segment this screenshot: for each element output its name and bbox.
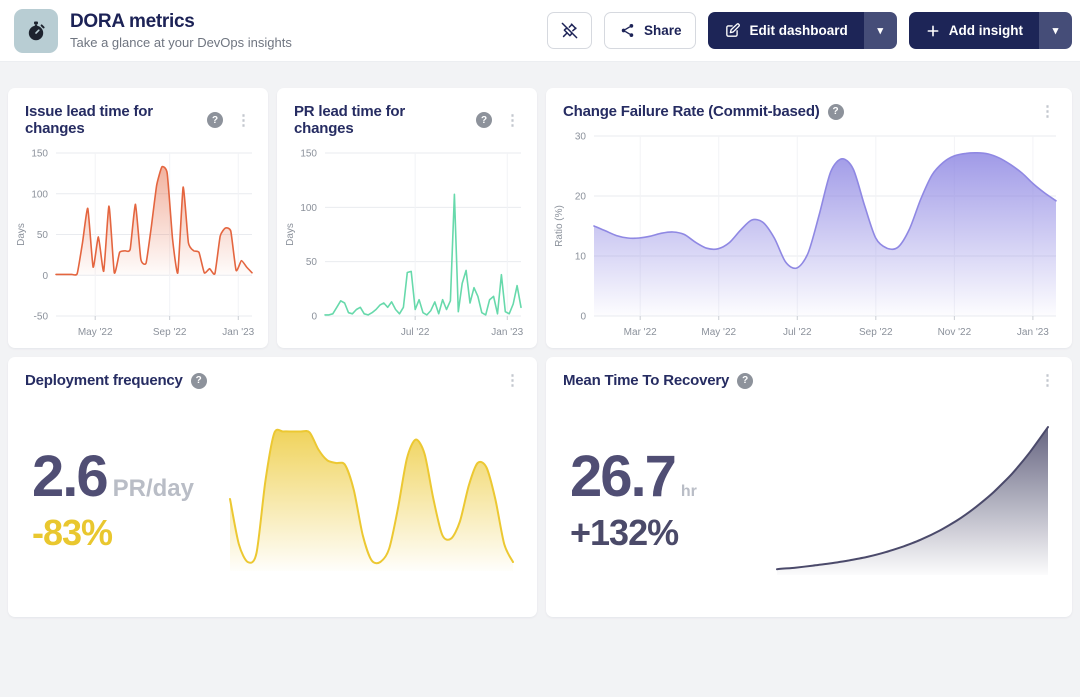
svg-text:10: 10: [575, 252, 587, 263]
card-title: Change Failure Rate (Commit-based): [563, 103, 820, 120]
help-icon[interactable]: ?: [476, 112, 492, 128]
deployment-frequency-delta: -83%: [32, 511, 113, 553]
share-button[interactable]: Share: [603, 12, 697, 49]
svg-text:150: 150: [31, 149, 48, 160]
share-label: Share: [643, 23, 682, 38]
svg-text:0: 0: [580, 312, 586, 323]
card-title: Deployment frequency: [25, 372, 183, 389]
pr-lead-time-chart: 0 50 100 150 Jul '22 Jan '23 Days: [281, 139, 531, 347]
help-icon[interactable]: ?: [827, 103, 844, 120]
pin-slash-icon: [561, 22, 578, 39]
edit-dashboard-button[interactable]: Edit dashboard: [708, 12, 864, 49]
caret-down-icon: ▾: [877, 25, 884, 37]
kebab-menu-icon[interactable]: ⋮: [505, 372, 520, 389]
help-icon[interactable]: ?: [207, 112, 223, 128]
mttr-unit: hr: [680, 482, 697, 500]
share-icon: [621, 24, 634, 37]
header: DORA metrics Take a glance at your DevOp…: [0, 0, 1080, 62]
mttr-sparkline: [775, 419, 1050, 577]
card-change-failure-rate: Change Failure Rate (Commit-based) ? ⋮ 0…: [546, 88, 1072, 348]
change-failure-rate-chart: 0 10 20 30 Mar '22 May '22 Jul '22 Sep '22 Nov '…: [550, 122, 1066, 347]
add-insight-split-button: Add insight ▾: [908, 12, 1072, 49]
svg-text:50: 50: [306, 257, 318, 268]
card-mean-time-to-recovery: Mean Time To Recovery ? ⋮ 26.7 hr +132%: [546, 357, 1072, 617]
svg-text:Sep '22: Sep '22: [859, 327, 893, 338]
unpin-button[interactable]: [546, 12, 592, 49]
svg-text:-50: -50: [34, 312, 49, 323]
svg-text:Jan '23: Jan '23: [1017, 327, 1049, 338]
dashboard-grid: Issue lead time for changes ? ⋮ -50 0 50 10…: [0, 62, 1080, 617]
svg-text:30: 30: [575, 132, 587, 143]
card-title: Issue lead time for changes: [25, 103, 153, 137]
svg-text:Mar '22: Mar '22: [624, 327, 657, 338]
card-issue-lead-time: Issue lead time for changes ? ⋮ -50 0 50 10…: [8, 88, 268, 348]
svg-text:Jul '22: Jul '22: [783, 327, 812, 338]
kebab-menu-icon[interactable]: ⋮: [236, 111, 251, 129]
edit-icon: [726, 23, 741, 37]
svg-text:0: 0: [42, 271, 48, 282]
svg-text:Ratio (%): Ratio (%): [554, 205, 565, 247]
kebab-menu-icon[interactable]: ⋮: [1040, 372, 1055, 389]
card-title: PR lead time for changes: [294, 103, 405, 137]
kebab-menu-icon[interactable]: ⋮: [505, 111, 520, 129]
edit-dashboard-label: Edit dashboard: [749, 23, 848, 38]
deployment-frequency-unit: PR/day: [112, 474, 195, 502]
svg-text:May '22: May '22: [701, 327, 736, 338]
svg-text:100: 100: [31, 189, 48, 200]
edit-dashboard-split-button: Edit dashboard ▾: [708, 12, 897, 49]
help-icon[interactable]: ?: [737, 372, 754, 389]
deployment-frequency-value: 2.6: [32, 443, 109, 509]
add-insight-dropdown[interactable]: ▾: [1039, 12, 1072, 49]
svg-text:150: 150: [300, 149, 317, 160]
svg-text:Jan '23: Jan '23: [222, 327, 254, 338]
svg-text:Jul '22: Jul '22: [401, 327, 430, 338]
card-title: Mean Time To Recovery: [563, 372, 730, 389]
caret-down-icon: ▾: [1052, 25, 1059, 37]
plus-icon: [927, 25, 939, 36]
svg-text:Days: Days: [285, 223, 296, 246]
svg-text:May '22: May '22: [78, 327, 113, 338]
svg-text:Days: Days: [16, 223, 27, 246]
svg-text:100: 100: [300, 203, 317, 214]
svg-text:Sep '22: Sep '22: [153, 327, 187, 338]
mttr-delta: +132%: [570, 511, 679, 553]
help-icon[interactable]: ?: [190, 372, 207, 389]
card-deployment-frequency: Deployment frequency ? ⋮ 2.6 PR/day -83%: [8, 357, 537, 617]
svg-text:Jan '23: Jan '23: [491, 327, 523, 338]
mttr-value: 26.7: [570, 443, 677, 509]
kebab-menu-icon[interactable]: ⋮: [1040, 103, 1055, 120]
issue-lead-time-chart: -50 0 50 100 150 May '22 Sep '22 Jan '23 Days: [12, 139, 262, 347]
svg-text:50: 50: [37, 230, 49, 241]
page-title: DORA metrics: [70, 11, 195, 32]
card-pr-lead-time: PR lead time for changes ? ⋮ 0 50 100 150 Ju…: [277, 88, 537, 348]
deployment-frequency-sparkline: [228, 423, 515, 573]
add-insight-button[interactable]: Add insight: [908, 12, 1039, 49]
svg-text:Nov '22: Nov '22: [938, 327, 972, 338]
svg-text:0: 0: [311, 312, 317, 323]
edit-dashboard-dropdown[interactable]: ▾: [863, 12, 897, 49]
add-insight-label: Add insight: [948, 23, 1023, 38]
page-subtitle: Take a glance at your DevOps insights: [70, 35, 292, 50]
stopwatch-icon: [14, 8, 58, 53]
svg-text:20: 20: [575, 192, 587, 203]
